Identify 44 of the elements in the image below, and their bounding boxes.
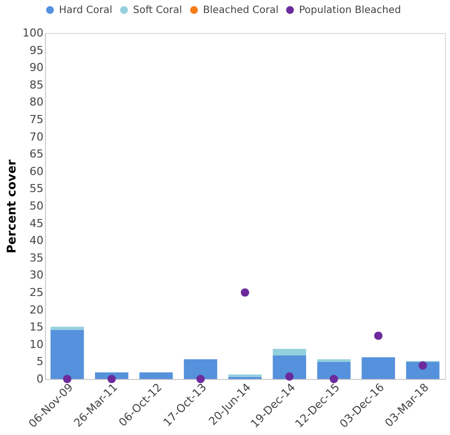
- point: [196, 374, 205, 384]
- y-tick-label: 30: [30, 268, 44, 282]
- y-tick-label: 90: [30, 61, 44, 74]
- y-tick-label: 5: [36, 355, 44, 368]
- y-tick-label: 45: [30, 216, 44, 230]
- bar: [50, 330, 84, 379]
- y-tick-label: 40: [30, 234, 44, 248]
- bar: [139, 372, 173, 379]
- y-axis-title: Percent cover: [4, 160, 19, 254]
- y-tick-label: 70: [30, 130, 44, 144]
- bar: [50, 326, 84, 330]
- legend-label: Soft Coral: [133, 5, 182, 16]
- y-tick-label: 35: [30, 251, 44, 264]
- bar: [184, 359, 218, 379]
- y-tick-label: 10: [30, 338, 44, 351]
- bar: [317, 359, 351, 362]
- y-tick-label: 65: [30, 148, 44, 161]
- y-tick-label: 50: [30, 200, 44, 212]
- point: [240, 288, 250, 297]
- y-tick-label: 20: [30, 303, 44, 316]
- point: [418, 361, 427, 370]
- point: [107, 374, 116, 384]
- point: [330, 374, 338, 384]
- point: [285, 372, 294, 381]
- y-tick-label: 100: [22, 26, 44, 40]
- legend-label: Bleached Coral: [203, 5, 279, 16]
- bar: [272, 355, 306, 379]
- y-tick-label: 55: [30, 182, 44, 196]
- bar: [317, 362, 351, 379]
- y-tick-label: 80: [30, 96, 44, 109]
- point: [63, 374, 72, 384]
- y-tick-label: 95: [30, 44, 44, 57]
- y-tick-label: 15: [30, 320, 44, 334]
- y-tick-label: 85: [30, 78, 44, 92]
- bar: [362, 357, 395, 379]
- bar: [406, 362, 440, 379]
- y-tick-label: 75: [30, 113, 44, 126]
- legend-label: Population Bleached: [299, 5, 401, 16]
- y-tick-label: 0: [36, 372, 44, 386]
- y-tick-label: 25: [30, 286, 44, 299]
- bar: [272, 348, 306, 356]
- y-tick-label: 60: [30, 164, 44, 178]
- legend-label: Hard Coral: [59, 5, 112, 16]
- point: [374, 332, 383, 340]
